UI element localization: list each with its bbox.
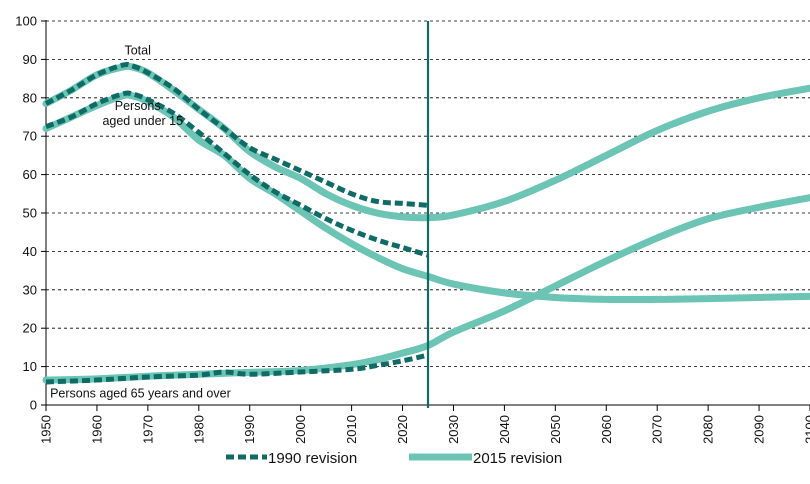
x-tick-label: 2040 <box>497 415 512 444</box>
series-1990-total <box>44 61 429 208</box>
x-tick-label: 2100 <box>803 415 810 444</box>
legend: 1990 revision 2015 revision <box>226 450 562 467</box>
x-tick-label: 1980 <box>191 415 206 444</box>
x-tick-label: 2050 <box>548 415 563 444</box>
x-tick-label: 1990 <box>242 415 257 444</box>
y-tick-label: 80 <box>23 90 37 105</box>
x-tick-label: 2010 <box>344 415 359 444</box>
annotation-label: Total <box>124 43 150 57</box>
gridlines <box>46 20 810 368</box>
y-tick-label: 0 <box>30 398 37 413</box>
series-1990-persons-aged-under-15 <box>45 90 429 258</box>
series-2015-persons-aged-under-15 <box>42 91 810 304</box>
y-tick-label: 20 <box>23 321 37 336</box>
x-tick-label: 1960 <box>89 415 104 444</box>
x-tick-label: 2070 <box>650 415 665 444</box>
y-tick-label: 60 <box>23 167 37 182</box>
x-tick-label: 2000 <box>293 415 308 444</box>
y-tick-label: 40 <box>23 244 37 259</box>
series-1990-persons-aged-65-years-and-over <box>45 352 429 385</box>
series-lines <box>42 61 810 385</box>
x-tick-label: 2090 <box>752 415 767 444</box>
y-tick-label: 100 <box>15 14 37 29</box>
y-tick-label: 90 <box>23 52 37 67</box>
y-tick-label: 10 <box>23 359 37 374</box>
x-tick-label: 2080 <box>701 415 716 444</box>
y-tick-label: 50 <box>23 206 37 221</box>
x-tick-label: 2030 <box>446 415 461 444</box>
y-tick-label: 30 <box>23 282 37 297</box>
x-tick-label: 1950 <box>39 415 54 444</box>
x-tick-label: 1970 <box>140 415 155 444</box>
y-tick-label: 70 <box>23 129 37 144</box>
x-tick-label: 2060 <box>599 415 614 444</box>
x-tick-label: 2020 <box>395 415 410 444</box>
annotation-label: aged under 15 <box>102 114 183 128</box>
annotation-label: Persons aged 65 years and over <box>50 386 231 400</box>
annotation-label: Persons <box>115 99 161 113</box>
legend-label: 2015 revision <box>473 450 562 467</box>
legend-label: 1990 revision <box>268 450 357 467</box>
